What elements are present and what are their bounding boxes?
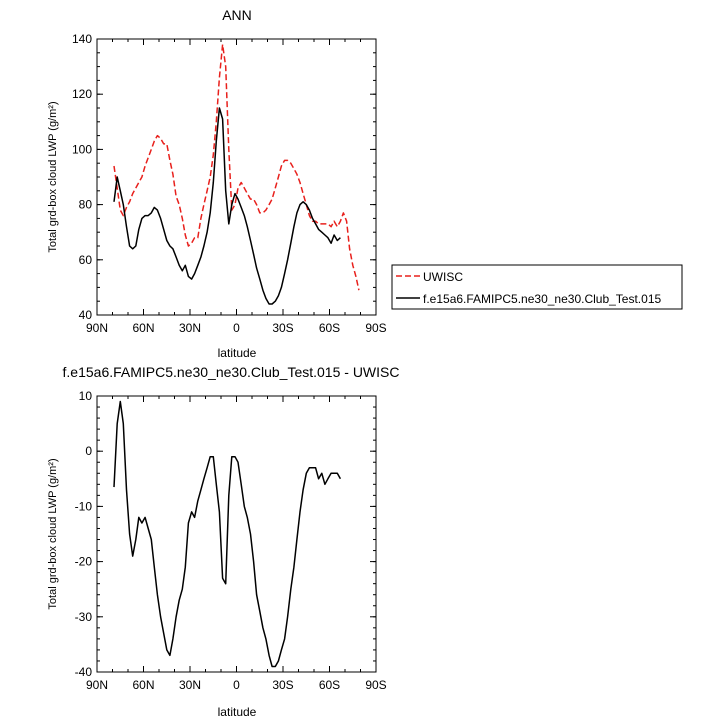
legend: UWISC f.e15a6.FAMIPC5.ne30_ne30.Club_Tes… <box>391 264 683 310</box>
bottom-xtick-label: 0 <box>233 678 240 692</box>
top-axes: 90N 60N 30N 0 30S 60S 90S 40 60 80 100 120 140 <box>72 32 387 335</box>
legend-label-uwisc: UWISC <box>423 270 463 284</box>
bottom-ylabel-text: Total grd-box cloud LWP (g/m²) <box>47 458 59 609</box>
bottom-ytick-label: -30 <box>75 610 93 624</box>
top-ytick-label: 60 <box>79 253 93 267</box>
top-ylabel-text: Total grd-box cloud LWP (g/m²) <box>47 101 59 252</box>
bottom-ytick-label: 10 <box>79 389 93 403</box>
top-xtick-label: 30S <box>272 321 293 335</box>
bottom-xtick-label: 30N <box>179 678 201 692</box>
bottom-plot-frame <box>96 395 377 673</box>
bottom-xtick-label: 90N <box>86 678 108 692</box>
top-ytick-label: 40 <box>79 308 93 322</box>
bottom-ytick-label: -40 <box>75 665 93 679</box>
top-xtick-label: 0 <box>233 321 240 335</box>
top-title: ANN <box>222 7 252 23</box>
top-series-group <box>113 43 360 305</box>
bottom-xtick-label: 30S <box>272 678 293 692</box>
top-plot-frame <box>96 38 377 316</box>
top-panel: ANN 90N 60N 30N 0 30S 60S 90S 40 60 80 100 120 140 l… <box>47 7 683 360</box>
top-ytick-label: 120 <box>72 87 92 101</box>
top-series-line-1 <box>113 107 341 305</box>
bottom-series-group <box>113 400 342 668</box>
bottom-xtick-label: 60S <box>319 678 340 692</box>
top-xtick-label: 90N <box>86 321 108 335</box>
top-ytick-label: 100 <box>72 142 92 156</box>
bottom-series-line-0 <box>113 400 342 668</box>
top-ytick-label: 80 <box>79 198 93 212</box>
bottom-ylabel: Total grd-box cloud LWP (g/m²) <box>47 458 59 609</box>
bottom-xlabel: latitude <box>218 705 257 719</box>
bottom-title: f.e15a6.FAMIPC5.ne30_ne30.Club_Test.015 … <box>63 364 400 380</box>
top-series-line-0 <box>113 43 360 291</box>
top-xlabel: latitude <box>218 346 257 360</box>
bottom-ytick-label: 0 <box>85 444 92 458</box>
top-xtick-label: 30N <box>179 321 201 335</box>
top-ytick-label: 140 <box>72 32 92 46</box>
top-xtick-label: 60S <box>319 321 340 335</box>
bottom-xtick-label: 90S <box>365 678 386 692</box>
bottom-ytick-label: -10 <box>75 499 93 513</box>
bottom-plot-area: 90N 60N 30N 0 30S 60S 90S -40 -30 -20 -10 0 10 <box>75 389 387 692</box>
bottom-ytick-label: -20 <box>75 555 93 569</box>
bottom-xtick-label: 60N <box>132 678 154 692</box>
bottom-panel: f.e15a6.FAMIPC5.ne30_ne30.Club_Test.015 … <box>47 364 399 719</box>
top-ylabel: Total grd-box cloud LWP (g/m²) <box>47 101 59 252</box>
legend-box <box>391 264 683 310</box>
top-xtick-label: 60N <box>132 321 154 335</box>
top-xtick-label: 90S <box>365 321 386 335</box>
top-plot-area: 90N 60N 30N 0 30S 60S 90S 40 60 80 100 120 140 <box>72 32 387 335</box>
bottom-axes: 90N 60N 30N 0 30S 60S 90S -40 -30 -20 -10 0 10 <box>75 389 387 692</box>
legend-label-model: f.e15a6.FAMIPC5.ne30_ne30.Club_Test.015 <box>423 292 661 306</box>
